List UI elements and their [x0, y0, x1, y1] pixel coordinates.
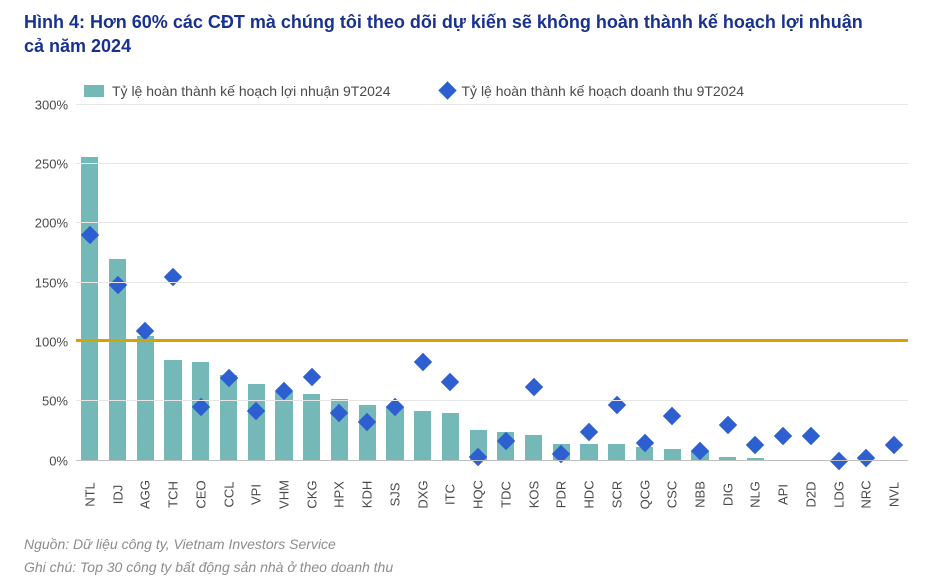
y-tick-label: 150% — [35, 275, 68, 290]
gridline — [76, 163, 908, 164]
y-tick-label: 50% — [42, 394, 68, 409]
x-tick-label: DIG — [716, 467, 739, 504]
y-tick-label: 200% — [35, 216, 68, 231]
x-axis-labels: NTLIDJAGGTCHCEOCCLVPIVHMCKGHPXKDHSJSDXGI… — [76, 461, 908, 531]
legend-swatch-bar — [84, 85, 104, 97]
x-tick-label: SJS — [383, 467, 407, 504]
note-text: Ghi chú: Top 30 công ty bất động sản nhà… — [24, 558, 928, 578]
reference-line — [76, 339, 908, 342]
footnotes: Nguồn: Dữ liệu công ty, Vietnam Investor… — [24, 531, 928, 578]
x-tick-label: KOS — [520, 467, 547, 504]
x-tick-label: NBB — [687, 467, 714, 504]
x-tick-label: NRC — [852, 467, 880, 504]
gridline — [76, 400, 908, 401]
x-tick-label: SCR — [603, 467, 630, 504]
x-tick-label: AGG — [131, 467, 160, 504]
legend-item-marker: Tỷ lệ hoàn thành kế hoạch doanh thu 9T20… — [441, 83, 745, 99]
y-tick-label: 0% — [49, 453, 68, 468]
x-tick-label: TDC — [493, 467, 520, 504]
x-tick-label: VPI — [246, 467, 267, 504]
x-tick-label: KDH — [353, 467, 380, 504]
x-tick-label: NVL — [881, 467, 906, 504]
legend-marker-label: Tỷ lệ hoàn thành kế hoạch doanh thu 9T20… — [462, 83, 745, 99]
y-tick-label: 100% — [35, 335, 68, 350]
x-tick-label: QCG — [630, 467, 660, 504]
x-tick-label: HDC — [575, 467, 603, 504]
source-text: Nguồn: Dữ liệu công ty, Vietnam Investor… — [24, 535, 928, 555]
figure-container: Hình 4: Hơn 60% các CĐT mà chúng tôi the… — [0, 0, 952, 586]
legend-swatch-diamond — [438, 81, 456, 99]
x-tick-label: NLG — [742, 467, 769, 504]
y-tick-label: 250% — [35, 156, 68, 171]
x-tick-label: HQC — [464, 467, 493, 504]
x-tick-label: CKG — [298, 467, 326, 504]
legend-item-bar: Tỷ lệ hoàn thành kế hoạch lợi nhuận 9T20… — [84, 83, 391, 99]
x-tick-label: IDJ — [108, 467, 128, 504]
gridline — [76, 222, 908, 223]
x-tick-label: API — [773, 467, 794, 504]
gridline — [76, 282, 908, 283]
x-tick-label: CEO — [187, 467, 215, 504]
legend-bar-label: Tỷ lệ hoàn thành kế hoạch lợi nhuận 9T20… — [112, 83, 391, 99]
x-tick-label: LDG — [825, 467, 852, 504]
x-tick-label: VHM — [270, 467, 299, 504]
legend: Tỷ lệ hoàn thành kế hoạch lợi nhuận 9T20… — [24, 83, 928, 99]
figure-title: Hình 4: Hơn 60% các CĐT mà chúng tôi the… — [24, 10, 928, 59]
x-tick-label: TCH — [160, 467, 187, 504]
x-tick-label: ITC — [440, 467, 461, 504]
plot-region: 0%50%100%150%200%250%300% — [76, 105, 908, 461]
chart-area: 0%50%100%150%200%250%300% NTLIDJAGGTCHCE… — [24, 105, 928, 531]
y-tick-label: 300% — [35, 97, 68, 112]
x-tick-label: HPX — [326, 467, 353, 504]
grid-layer — [76, 105, 908, 461]
gridline — [76, 104, 908, 105]
x-tick-label: PDR — [548, 467, 575, 504]
title-line-2: cả năm 2024 — [24, 36, 131, 56]
x-tick-label: D2D — [798, 467, 824, 504]
x-tick-label: NTL — [78, 467, 103, 504]
x-tick-label: CCL — [216, 467, 242, 504]
title-line-1: Hình 4: Hơn 60% các CĐT mà chúng tôi the… — [24, 12, 863, 32]
x-tick-label: CSC — [659, 467, 686, 504]
x-tick-label: DXG — [409, 467, 437, 504]
